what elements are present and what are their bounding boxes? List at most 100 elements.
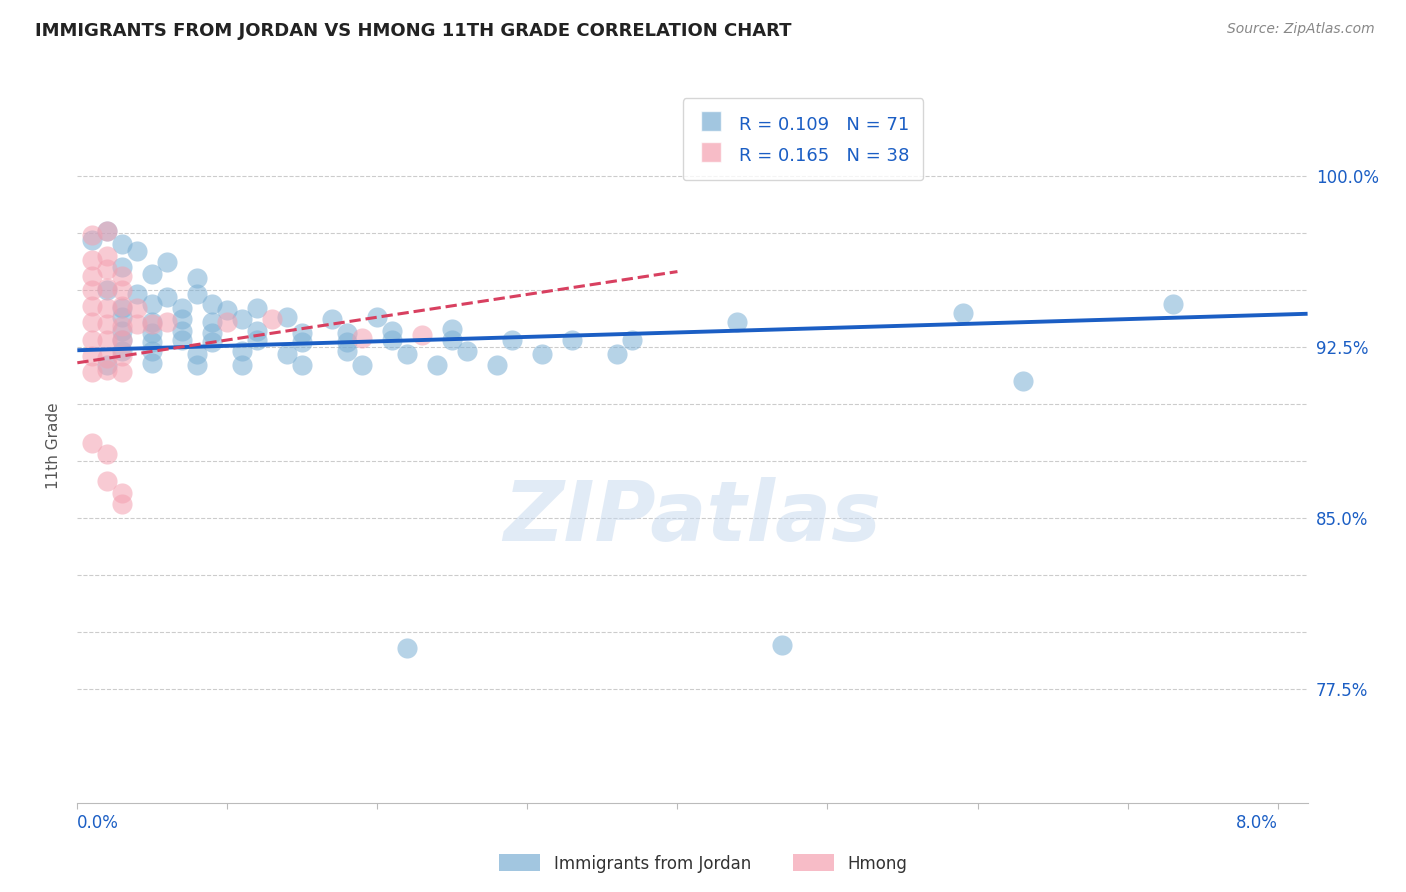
Point (111, 310, 134, 325)
Point (82, 365, 104, 379)
Point (156, 290, 179, 304)
Point (606, 346, 628, 360)
Point (82, 269, 104, 284)
Point (531, 346, 554, 360)
Point (426, 358, 449, 372)
Y-axis label: 11th Grade: 11th Grade (46, 402, 62, 490)
Point (276, 346, 298, 360)
Point (82, 349, 104, 363)
Point (276, 310, 298, 325)
Point (96, 301, 118, 315)
Point (291, 358, 314, 372)
Point (111, 269, 134, 284)
Point (96, 262, 118, 277)
Point (111, 299, 134, 313)
Point (186, 358, 208, 372)
Point (231, 312, 253, 326)
Point (111, 365, 134, 379)
Point (246, 301, 269, 315)
Point (96, 249, 118, 263)
Point (111, 344, 134, 359)
Point (321, 312, 343, 326)
Point (381, 333, 404, 347)
Point (111, 333, 134, 347)
Point (172, 312, 194, 326)
Point (111, 301, 134, 315)
Text: ZIPatlas: ZIPatlas (503, 477, 882, 558)
Point (231, 344, 253, 359)
Point (336, 344, 359, 359)
Point (172, 301, 194, 315)
Point (141, 344, 163, 359)
Point (262, 312, 284, 326)
Point (246, 333, 269, 347)
Point (96, 283, 118, 297)
Point (201, 296, 224, 310)
Point (231, 358, 253, 372)
Point (501, 333, 523, 347)
Point (186, 287, 208, 301)
Point (82, 299, 104, 313)
Point (727, 315, 749, 329)
Legend: R = 0.109   N = 71, R = 0.165   N = 38: R = 0.109 N = 71, R = 0.165 N = 38 (682, 98, 924, 180)
Point (441, 321, 464, 335)
Text: Source: ZipAtlas.com: Source: ZipAtlas.com (1227, 22, 1375, 37)
Point (96, 358, 118, 372)
Point (96, 475, 118, 489)
Point (621, 333, 644, 347)
Point (111, 324, 134, 338)
Point (82, 228, 104, 243)
Text: 0.0%: 0.0% (77, 814, 120, 831)
Point (111, 319, 134, 334)
Point (291, 326, 314, 340)
Point (127, 301, 149, 315)
Point (82, 233, 104, 247)
Point (127, 244, 149, 258)
Point (156, 315, 179, 329)
Point (111, 333, 134, 347)
Point (201, 335, 224, 350)
Point (96, 351, 118, 366)
Point (291, 335, 314, 350)
Point (246, 324, 269, 338)
Point (141, 315, 163, 329)
Point (352, 358, 374, 372)
Point (172, 333, 194, 347)
Point (172, 324, 194, 338)
Point (441, 333, 464, 347)
Point (111, 283, 134, 297)
Point (486, 358, 509, 372)
Point (396, 346, 419, 360)
Point (141, 317, 163, 331)
Point (561, 333, 583, 347)
Point (217, 315, 239, 329)
Point (96, 223, 118, 237)
Point (96, 223, 118, 237)
Point (772, 639, 794, 653)
Point (111, 497, 134, 511)
Point (96, 317, 118, 331)
Point (336, 326, 359, 340)
Point (156, 255, 179, 269)
Point (82, 435, 104, 450)
Point (96, 280, 118, 294)
Point (366, 310, 388, 325)
Point (352, 331, 374, 345)
Point (111, 237, 134, 252)
Point (141, 296, 163, 310)
Point (411, 328, 433, 343)
Point (381, 324, 404, 338)
Point (141, 267, 163, 281)
Point (396, 640, 419, 655)
Point (127, 317, 149, 331)
Point (186, 346, 208, 360)
Point (217, 303, 239, 318)
Point (456, 344, 478, 359)
Point (96, 333, 118, 347)
Point (141, 335, 163, 350)
Point (96, 362, 118, 376)
Point (127, 287, 149, 301)
Text: IMMIGRANTS FROM JORDAN VS HMONG 11TH GRADE CORRELATION CHART: IMMIGRANTS FROM JORDAN VS HMONG 11TH GRA… (35, 22, 792, 40)
Point (141, 326, 163, 340)
Point (111, 260, 134, 274)
